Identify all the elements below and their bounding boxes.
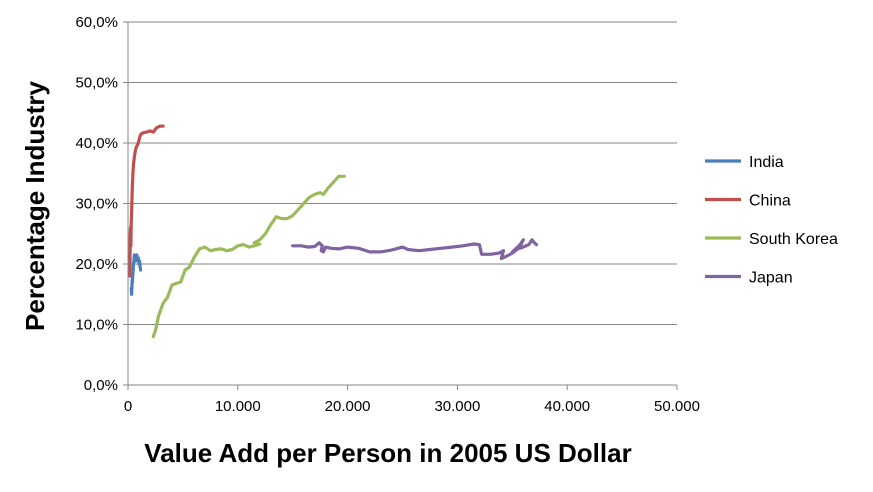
y-tick-label: 50,0%: [75, 75, 118, 92]
legend: India China South Korea Japan: [705, 154, 838, 287]
y-tick-labels: 0,0% 10,0% 20,0% 30,0% 40,0% 50,0% 60,0%: [75, 14, 118, 394]
x-tick-label: 50.000: [654, 398, 700, 415]
x-tick-label: 0: [124, 398, 132, 415]
x-tick-label: 40.000: [544, 398, 590, 415]
legend-label-china: China: [749, 193, 791, 210]
x-tick-label: 10.000: [215, 398, 261, 415]
axes: [123, 21, 678, 390]
series-line-south-korea: [151, 174, 346, 339]
x-axis-title: Value Add per Person in 2005 US Dollar: [144, 438, 631, 468]
y-tick-label: 30,0%: [75, 196, 118, 213]
series-lines: [128, 124, 539, 339]
y-tick-label: 20,0%: [75, 256, 118, 273]
series-line-japan: [291, 238, 539, 261]
legend-label-south-korea: South Korea: [749, 231, 838, 248]
x-tick-label: 20.000: [325, 398, 371, 415]
series-line-china: [128, 124, 165, 278]
x-tick-label: 30.000: [434, 398, 480, 415]
gridlines: [128, 21, 677, 325]
y-axis-title: Percentage Industry: [20, 80, 50, 331]
legend-label-japan: Japan: [749, 270, 793, 287]
y-tick-label: 10,0%: [75, 317, 118, 334]
series-line-india: [129, 253, 143, 296]
y-tick-label: 40,0%: [75, 135, 118, 152]
x-tick-labels: 0 10.000 20.000 30.000 40.000 50.000: [124, 398, 700, 415]
y-tick-label: 60,0%: [75, 14, 118, 31]
legend-label-india: India: [749, 154, 784, 171]
y-tick-label: 0,0%: [84, 377, 118, 394]
